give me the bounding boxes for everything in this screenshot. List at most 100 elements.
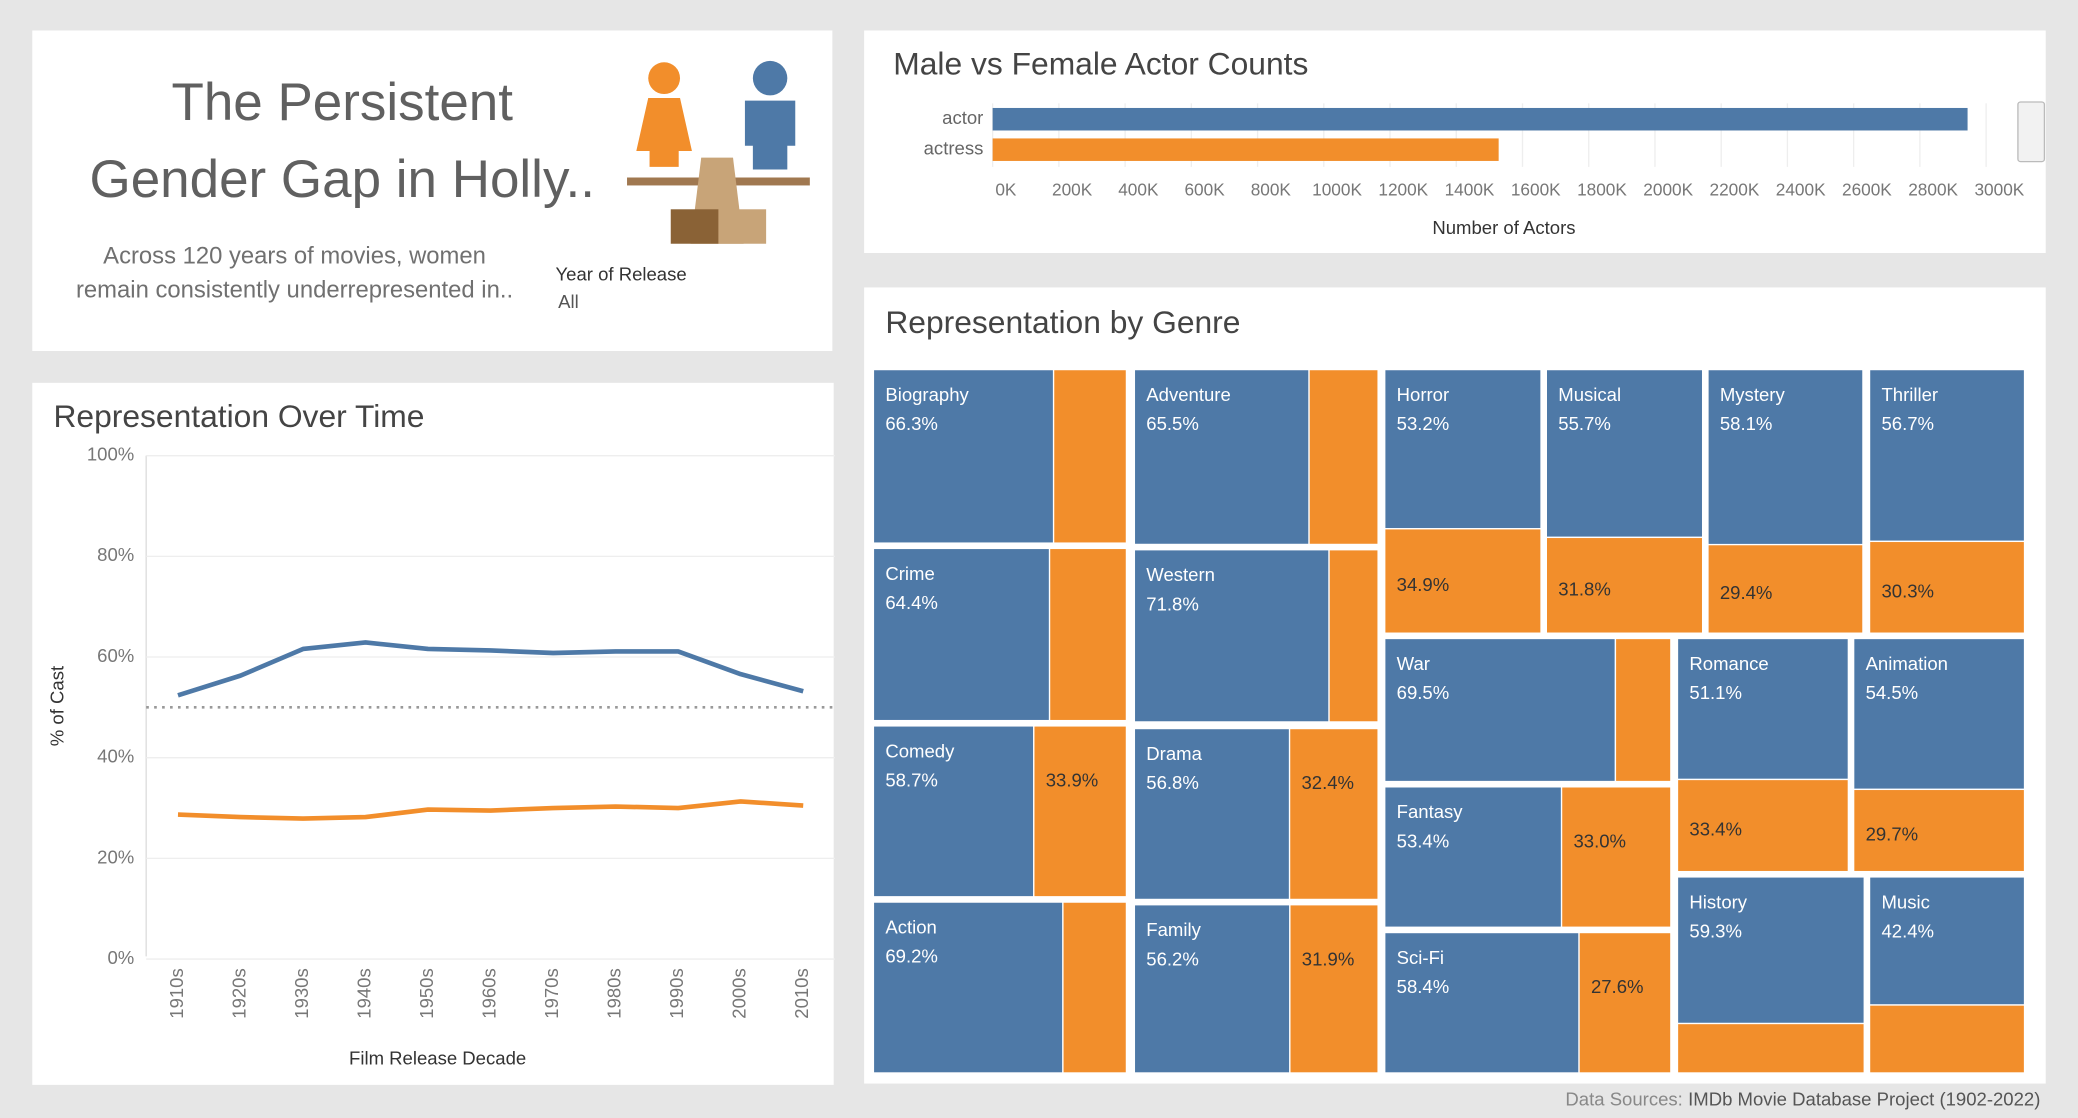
treemap-cell [1852,637,2026,791]
x-tick-label: 2600K [1842,179,1892,199]
treemap-cell [1308,368,1379,546]
gender-icon [627,60,810,244]
data-label: 69.2% [885,946,938,967]
cell-label: Mystery [1720,384,1786,405]
treemap-cell [1676,637,1850,781]
y-tick-label: actor [942,107,983,128]
chart-title: Representation Over Time [53,398,424,434]
x-tick-label: 1910s [166,968,187,1019]
x-tick-label: 2800K [1908,179,1958,199]
cell-label: Horror [1397,384,1450,405]
dashboard-subtitle: Across 120 years of movies, women [103,242,486,269]
data-label: 33.9% [1046,769,1099,790]
data-label: 42.4% [1881,920,1934,941]
x-tick-label: 1920s [228,968,249,1019]
data-label: 29.7% [1866,824,1919,845]
data-label: 33.0% [1573,830,1626,851]
scrollbar[interactable] [2017,101,2046,163]
filter-value[interactable]: All [558,291,579,312]
x-tick-label: 1600K [1511,179,1561,199]
treemap-cell [1545,536,1704,634]
treemap-cell [1676,778,1850,873]
treemap-cell [1676,876,1865,1025]
cell-label: Fantasy [1397,801,1464,822]
cell-label: Family [1146,919,1201,940]
x-tick-label: 2010s [791,968,812,1019]
data-label: 58.4% [1397,976,1450,997]
filter-label: Year of Release [556,263,687,284]
x-tick-label: 1980s [604,968,625,1019]
treemap-cell [1384,528,1542,634]
chart-title: Male vs Female Actor Counts [893,46,1308,82]
data-label: 31.8% [1558,578,1611,599]
cell-label: Sci-Fi [1397,947,1444,968]
data-label: 32.4% [1301,772,1354,793]
data-label: 33.4% [1689,819,1742,840]
y-tick-label: 20% [97,846,134,867]
data-label: 58.1% [1720,413,1773,434]
data-label: 53.2% [1397,413,1450,434]
x-tick-label: 1960s [478,968,499,1019]
treemap-cell [1868,1004,2026,1074]
treemap-cell [1868,368,2026,543]
cell-label: Action [885,916,937,937]
data-label: 56.2% [1146,948,1199,969]
dashboard-title: Gender Gap in Holly.. [90,150,595,209]
x-tick-label: 1400K [1445,179,1495,199]
treemap-cell [1048,547,1128,722]
x-tick-label: 1970s [541,968,562,1019]
cell-label: Adventure [1146,384,1230,405]
treemap-cell [1852,788,2026,873]
x-tick-label: 0K [995,179,1017,199]
data-label: 51.1% [1689,682,1742,703]
cell-label: History [1689,891,1747,912]
x-tick-label: 1800K [1577,179,1627,199]
x-tick-label: 1990s [666,968,687,1018]
x-tick-label: 1200K [1378,179,1428,199]
data-label: 66.3% [885,413,938,434]
x-tick-label: 1930s [291,968,312,1019]
x-tick-label: 400K [1118,179,1159,199]
x-tick-label: 2000K [1643,179,1693,199]
treemap-cell [1676,1022,1865,1074]
footer-source: IMDb Movie Database Project (1902-2022) [1688,1089,2040,1110]
treemap-cell [1614,637,1672,783]
treemap-cell [1289,904,1379,1074]
dashboard-title: The Persistent [171,73,513,132]
treemap-cell [1560,786,1672,928]
dashboard-subtitle: remain consistently underrepresented in.… [76,277,513,304]
data-label: 29.4% [1720,582,1773,603]
line [177,799,804,821]
data-label: 54.5% [1866,682,1919,703]
x-tick-label: 600K [1184,179,1225,199]
line [177,640,804,698]
y-tick-label: 80% [97,544,134,565]
x-axis-title: Film Release Decade [349,1048,526,1069]
x-tick-label: 2000s [729,968,750,1019]
treemap-cell [1133,549,1330,723]
cell-label: Biography [885,384,969,405]
y-tick-label: 0% [107,947,134,968]
data-label: 30.3% [1881,580,1934,601]
data-label: 59.3% [1689,920,1742,941]
cell-label: Western [1146,564,1215,585]
data-label: 27.6% [1591,976,1644,997]
treemap-cell [872,547,1051,722]
cell-label: Thriller [1881,384,1938,405]
x-tick-label: 800K [1251,179,1292,199]
y-tick-label: actress [924,138,984,159]
treemap-cell [872,901,1064,1074]
cell-label: Romance [1689,653,1768,674]
x-tick-label: 1950s [416,968,437,1019]
cell-label: Musical [1558,384,1621,405]
x-tick-label: 1000K [1312,179,1362,199]
bar [992,138,1499,161]
treemap-cell [1868,876,2026,1006]
treemap-cell [1062,901,1128,1074]
x-axis-title: Number of Actors [1432,217,1575,238]
cell-label: Drama [1146,743,1202,764]
treemap-cell [1133,904,1291,1074]
treemap-cell [872,368,1055,544]
data-label: 31.9% [1302,948,1355,969]
